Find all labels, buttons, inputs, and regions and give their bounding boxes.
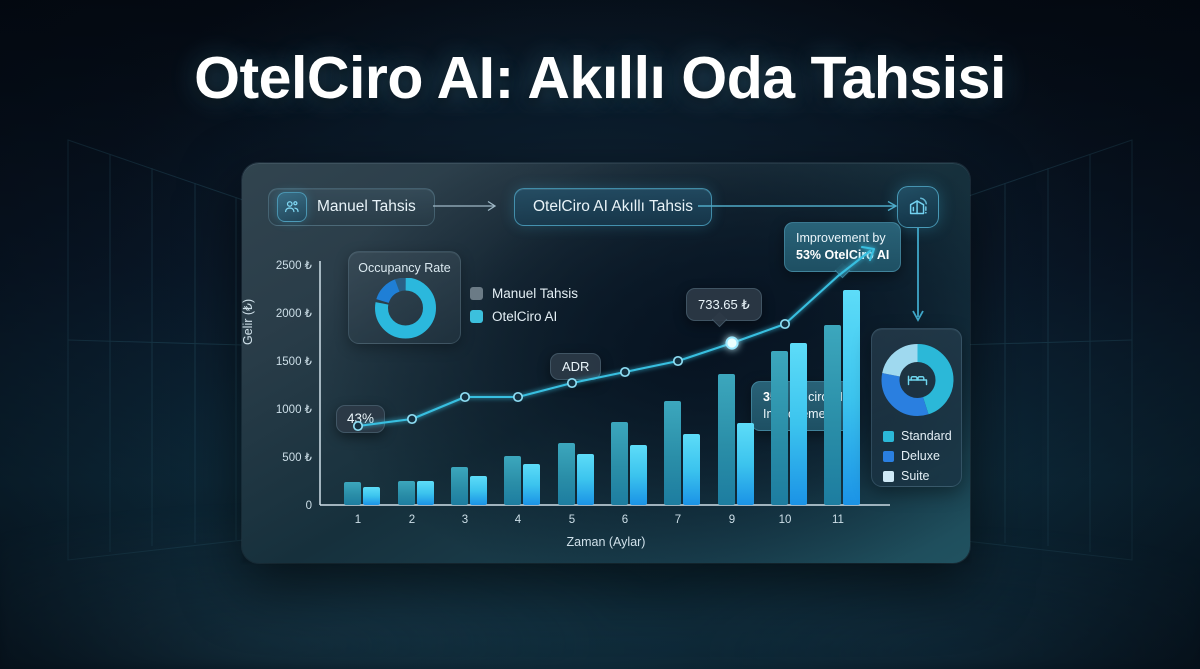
callout-improvement-line1: Improvement by xyxy=(796,231,886,245)
svg-text:1000 ₺: 1000 ₺ xyxy=(276,404,313,416)
roomtype-item-standard[interactable]: Standard xyxy=(883,429,952,443)
legend-swatch-manuel xyxy=(470,287,483,300)
legend-label-otelciro: OtelCiro AI xyxy=(492,309,558,324)
adr-highlight-point xyxy=(725,336,739,350)
badge-connector-arrow xyxy=(912,228,924,322)
svg-text:10: 10 xyxy=(779,514,792,526)
adr-line-points xyxy=(352,318,791,432)
bar-ai-2 xyxy=(417,481,434,505)
callout-price: 733.65 ₺ xyxy=(686,288,762,328)
bar-manuel-3 xyxy=(451,467,468,505)
arrow-right-icon-2 xyxy=(698,200,898,212)
roomtype-legend: Standard Deluxe Suite xyxy=(883,429,952,489)
bar-manuel-11 xyxy=(824,325,841,505)
bar-manuel-6 xyxy=(611,422,628,505)
roomtype-donut-chart xyxy=(881,344,954,416)
bar-ai-1 xyxy=(363,487,380,505)
arrow-right-icon xyxy=(433,200,497,212)
svg-text:11: 11 xyxy=(832,514,844,526)
dashboard-panel: Manuel Tahsis OtelCiro AI Akıllı Tahsis … xyxy=(242,163,970,563)
revenue-chart: 0 500 ₺ 1000 ₺ 1500 ₺ 2000 ₺ 2500 ₺ 1 2 3 … xyxy=(276,245,890,526)
svg-text:1500 ₺: 1500 ₺ xyxy=(276,356,313,368)
bar-ai-7 xyxy=(683,434,700,505)
occupancy-rate-card: Occupancy Rate xyxy=(348,251,461,344)
bar-ai-6 xyxy=(630,445,647,505)
bar-manuel-9 xyxy=(718,374,735,505)
pill-manual-label: Manuel Tahsis xyxy=(317,198,416,215)
roomtype-card: Standard Deluxe Suite xyxy=(871,328,962,487)
bed-icon xyxy=(907,375,928,386)
bar-group xyxy=(344,290,860,505)
bar-ai-4 xyxy=(523,464,540,505)
bar-manuel-2 xyxy=(398,481,415,505)
chart-legend: Manuel Tahsis OtelCiro AI xyxy=(470,286,578,332)
roomtype-swatch-standard xyxy=(883,430,894,442)
svg-text:7: 7 xyxy=(675,514,681,526)
svg-text:9: 9 xyxy=(729,514,735,526)
roomtype-label-standard: Standard xyxy=(901,429,952,443)
svg-text:2500 ₺: 2500 ₺ xyxy=(276,260,313,272)
callout-adr: ADR xyxy=(550,353,602,381)
page-title: OtelCiro AI: Akıllı Oda Tahsisi xyxy=(194,45,1006,111)
people-icon xyxy=(277,192,307,222)
svg-text:2: 2 xyxy=(409,514,415,526)
roomtype-item-deluxe[interactable]: Deluxe xyxy=(883,449,952,463)
bar-manuel-7 xyxy=(664,401,681,505)
roomtype-label-suite: Suite xyxy=(901,469,930,483)
trend-arrowhead xyxy=(860,245,876,262)
svg-text:3: 3 xyxy=(462,514,468,526)
legend-item-manuel[interactable]: Manuel Tahsis xyxy=(470,286,578,301)
legend-item-otelciro[interactable]: OtelCiro AI xyxy=(470,309,578,324)
callout-improvement-value: 53% xyxy=(796,247,822,262)
callout-price-value: 733.65 ₺ xyxy=(698,297,750,312)
ai-building-icon[interactable] xyxy=(897,186,939,228)
bar-ai-5 xyxy=(577,454,594,505)
svg-text:500 ₺: 500 ₺ xyxy=(282,452,312,464)
y-axis-title: Gelir (₺) xyxy=(242,298,255,345)
roomtype-label-deluxe: Deluxe xyxy=(901,449,940,463)
x-axis-title: Zaman (Aylar) xyxy=(566,535,646,549)
svg-text:4: 4 xyxy=(515,514,522,526)
occupancy-donut-chart xyxy=(375,278,436,339)
callout-improvement: Improvement by 53% OtelCiro AI xyxy=(784,222,902,278)
pill-ai-allocation[interactable]: OtelCiro AI Akıllı Tahsis xyxy=(514,188,712,226)
bar-ai-9 xyxy=(737,423,754,505)
bar-manuel-5 xyxy=(558,443,575,505)
legend-label-manuel: Manuel Tahsis xyxy=(492,286,579,301)
pill-manual-allocation[interactable]: Manuel Tahsis xyxy=(268,188,435,226)
svg-text:2000 ₺: 2000 ₺ xyxy=(276,308,313,320)
bar-manuel-10 xyxy=(771,351,788,505)
roomtype-swatch-suite xyxy=(883,470,894,482)
svg-text:5: 5 xyxy=(569,514,575,526)
bar-manuel-1 xyxy=(344,482,361,505)
bar-ai-3 xyxy=(470,476,487,505)
svg-text:6: 6 xyxy=(622,514,628,526)
occupancy-rate-title: Occupancy Rate xyxy=(358,261,451,275)
pill-ai-label: OtelCiro AI Akıllı Tahsis xyxy=(533,198,693,215)
bar-manuel-4 xyxy=(504,456,521,505)
roomtype-item-suite[interactable]: Suite xyxy=(883,469,952,483)
roomtype-swatch-deluxe xyxy=(883,450,894,462)
bar-ai-10 xyxy=(790,343,807,505)
bar-ai-11 xyxy=(843,290,860,505)
y-tick-labels: 0 500 ₺ 1000 ₺ 1500 ₺ 2000 ₺ 2500 ₺ xyxy=(276,260,313,512)
legend-swatch-otelciro xyxy=(470,310,483,323)
svg-text:0: 0 xyxy=(306,500,312,512)
x-tick-labels: 1 2 3 4 5 6 7 9 10 11 xyxy=(355,514,844,526)
svg-text:1: 1 xyxy=(355,514,361,526)
